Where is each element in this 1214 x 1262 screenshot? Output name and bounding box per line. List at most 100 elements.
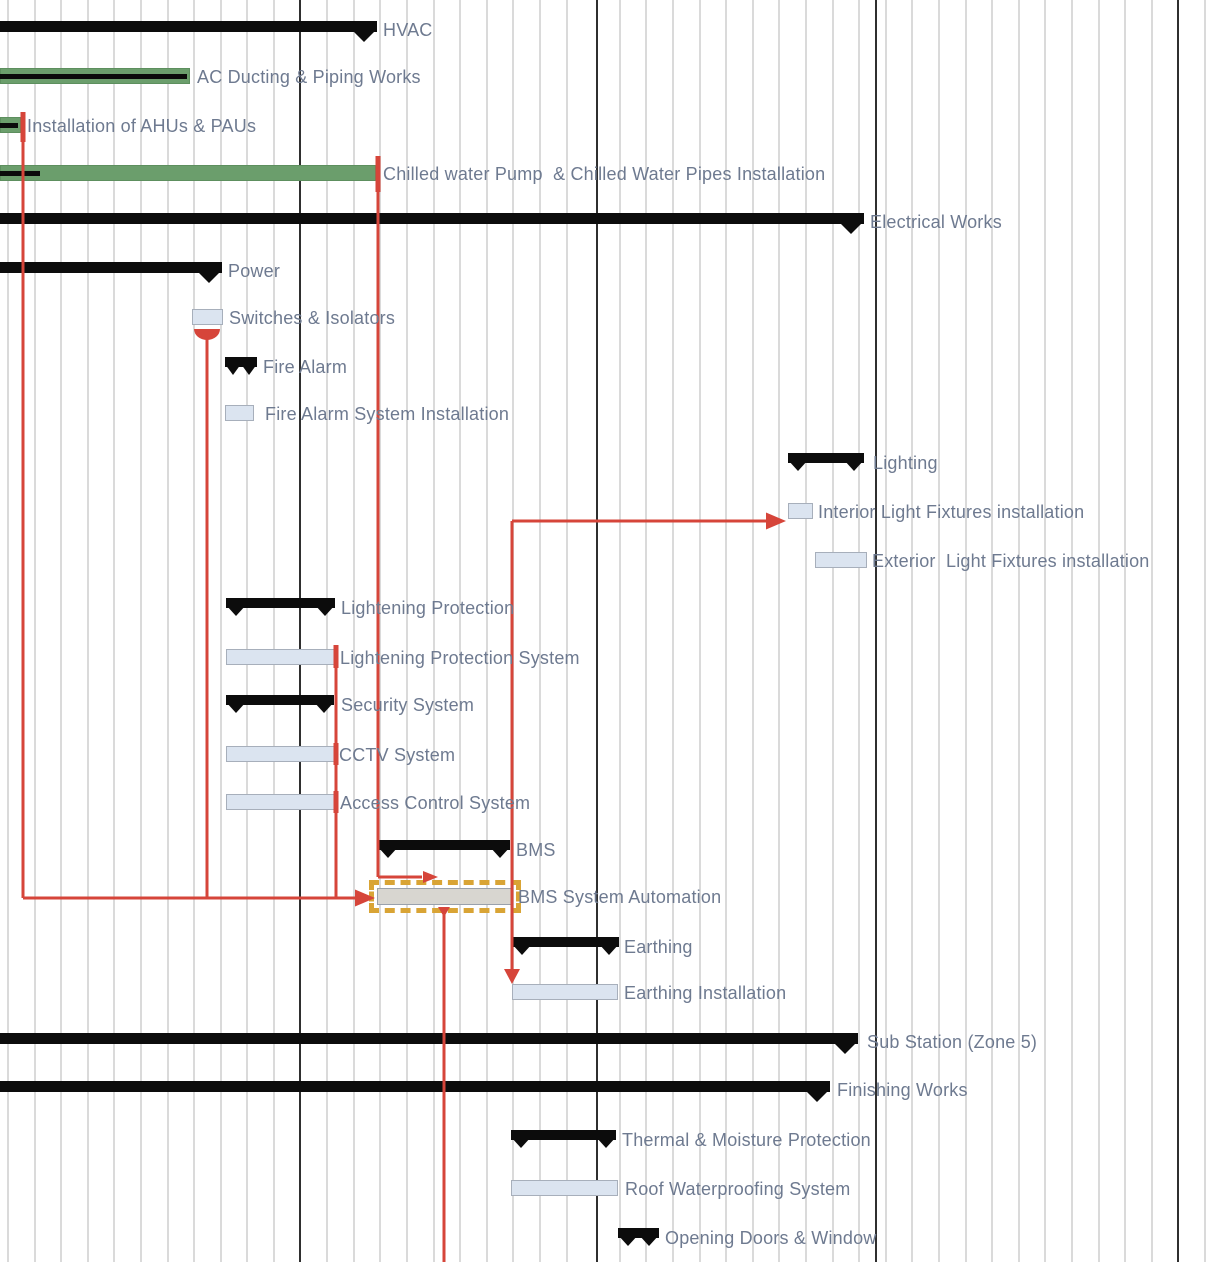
gridline-minor bbox=[1204, 0, 1206, 1262]
task-bar[interactable] bbox=[225, 405, 254, 421]
summary-end-arrow-icon bbox=[838, 221, 864, 234]
summary-bracket-bar[interactable] bbox=[512, 937, 619, 947]
gridline-minor bbox=[539, 0, 541, 1262]
task-bar-green[interactable] bbox=[0, 165, 376, 181]
summary-bracket-bar[interactable] bbox=[788, 453, 864, 463]
summary-foot-right-icon bbox=[599, 944, 619, 955]
summary-end-arrow-icon bbox=[351, 29, 377, 42]
task-label: Fire Alarm System Installation bbox=[265, 404, 510, 424]
summary-foot-right-icon bbox=[315, 605, 335, 616]
summary-end-arrow-icon bbox=[804, 1089, 830, 1102]
task-label: Interior Light Fixtures installation bbox=[818, 502, 1085, 522]
gridline-minor bbox=[86, 0, 89, 1262]
summary-bracket-bar[interactable] bbox=[226, 598, 335, 608]
summary-bar[interactable] bbox=[0, 1081, 830, 1092]
summary-foot-left-icon bbox=[618, 1235, 638, 1246]
task-bar[interactable] bbox=[226, 649, 335, 665]
gridline-minor bbox=[406, 0, 408, 1262]
gridline-minor bbox=[60, 0, 63, 1262]
task-label: HVAC bbox=[383, 20, 433, 40]
gridline-minor bbox=[831, 0, 834, 1262]
gridline-minor bbox=[379, 0, 382, 1262]
summary-foot-left-icon bbox=[226, 702, 246, 713]
summary-bracket-bar[interactable] bbox=[618, 1228, 659, 1238]
task-label: Opening Doors & Window bbox=[665, 1228, 877, 1248]
gridline-minor bbox=[432, 0, 435, 1262]
task-label: Lightening Protection System bbox=[340, 648, 580, 668]
task-label: Sub Station (Zone 5) bbox=[867, 1032, 1038, 1052]
gridline-minor bbox=[725, 0, 728, 1262]
summary-foot-left-icon bbox=[511, 1137, 531, 1148]
task-label: Finishing Works bbox=[837, 1080, 968, 1100]
gridline-minor bbox=[565, 0, 568, 1262]
gridline-minor bbox=[1097, 0, 1100, 1262]
summary-bar[interactable] bbox=[0, 262, 222, 273]
gridline-minor bbox=[698, 0, 701, 1262]
task-label: Earthing bbox=[624, 937, 693, 957]
gridline-minor bbox=[751, 0, 754, 1262]
task-bar[interactable] bbox=[192, 309, 223, 325]
summary-foot-right-icon bbox=[596, 1137, 616, 1148]
summary-bracket-bar[interactable] bbox=[225, 357, 257, 367]
summary-foot-left-icon bbox=[378, 847, 398, 858]
summary-foot-right-icon bbox=[844, 460, 864, 471]
task-label: Lighting bbox=[873, 453, 938, 473]
task-bar[interactable] bbox=[788, 503, 813, 519]
relationship-start-cup-icon bbox=[194, 329, 220, 340]
summary-foot-left-icon bbox=[226, 605, 246, 616]
gridline-minor bbox=[326, 0, 329, 1262]
task-label: CCTV System bbox=[339, 745, 456, 765]
gridline-minor bbox=[1071, 0, 1073, 1262]
summary-bracket-bar[interactable] bbox=[378, 840, 510, 850]
gridline-minor bbox=[858, 0, 861, 1262]
task-bar[interactable] bbox=[815, 552, 867, 568]
task-bar[interactable] bbox=[226, 746, 335, 762]
task-label: Security System bbox=[341, 695, 475, 715]
gridline-minor bbox=[884, 0, 887, 1262]
summary-foot-left-icon bbox=[788, 460, 808, 471]
gridline-minor bbox=[964, 0, 967, 1262]
gridline-minor bbox=[1150, 0, 1153, 1262]
gridline-major bbox=[875, 0, 877, 1262]
summary-foot-right-icon bbox=[241, 364, 257, 375]
task-label: Fire Alarm bbox=[263, 357, 348, 377]
summary-bar[interactable] bbox=[0, 1033, 858, 1044]
gridline-minor bbox=[246, 0, 249, 1262]
gridline-minor bbox=[7, 0, 9, 1262]
gridline-minor bbox=[33, 0, 36, 1262]
summary-foot-left-icon bbox=[512, 944, 532, 955]
task-bar[interactable] bbox=[226, 794, 335, 810]
gridline-minor bbox=[1017, 0, 1020, 1262]
task-label: Access Control System bbox=[340, 793, 531, 813]
task-label: BMS bbox=[516, 840, 556, 860]
summary-foot-left-icon bbox=[225, 364, 241, 375]
gridline-minor bbox=[805, 0, 807, 1262]
summary-foot-right-icon bbox=[490, 847, 510, 858]
task-bar[interactable] bbox=[512, 984, 618, 1000]
relationship-arrowhead-icon bbox=[766, 512, 786, 530]
summary-bracket-bar[interactable] bbox=[226, 695, 334, 705]
summary-bracket-bar[interactable] bbox=[511, 1130, 616, 1140]
task-label: Lightening Protection bbox=[341, 598, 515, 618]
task-progress-line bbox=[0, 74, 187, 79]
task-bar-selected[interactable] bbox=[377, 888, 513, 905]
summary-bar[interactable] bbox=[0, 21, 377, 32]
task-label: Installation of AHUs & PAUs bbox=[27, 116, 257, 136]
gridline-minor bbox=[1044, 0, 1047, 1262]
task-label: Earthing Installation bbox=[624, 983, 787, 1003]
task-label: Power bbox=[228, 261, 281, 281]
gridline-minor bbox=[991, 0, 994, 1262]
task-progress-line bbox=[0, 123, 18, 128]
gridline-major bbox=[596, 0, 598, 1262]
gridline-minor bbox=[911, 0, 914, 1262]
task-label: Switches & Isolators bbox=[229, 308, 396, 328]
gridline-minor bbox=[219, 0, 222, 1262]
gridline-minor bbox=[273, 0, 275, 1262]
task-label: Thermal & Moisture Protection bbox=[622, 1130, 871, 1150]
task-label: Exterior Light Fixtures installation bbox=[872, 551, 1150, 571]
gridline-minor bbox=[113, 0, 116, 1262]
task-bar[interactable] bbox=[511, 1180, 618, 1196]
summary-bar[interactable] bbox=[0, 213, 864, 224]
